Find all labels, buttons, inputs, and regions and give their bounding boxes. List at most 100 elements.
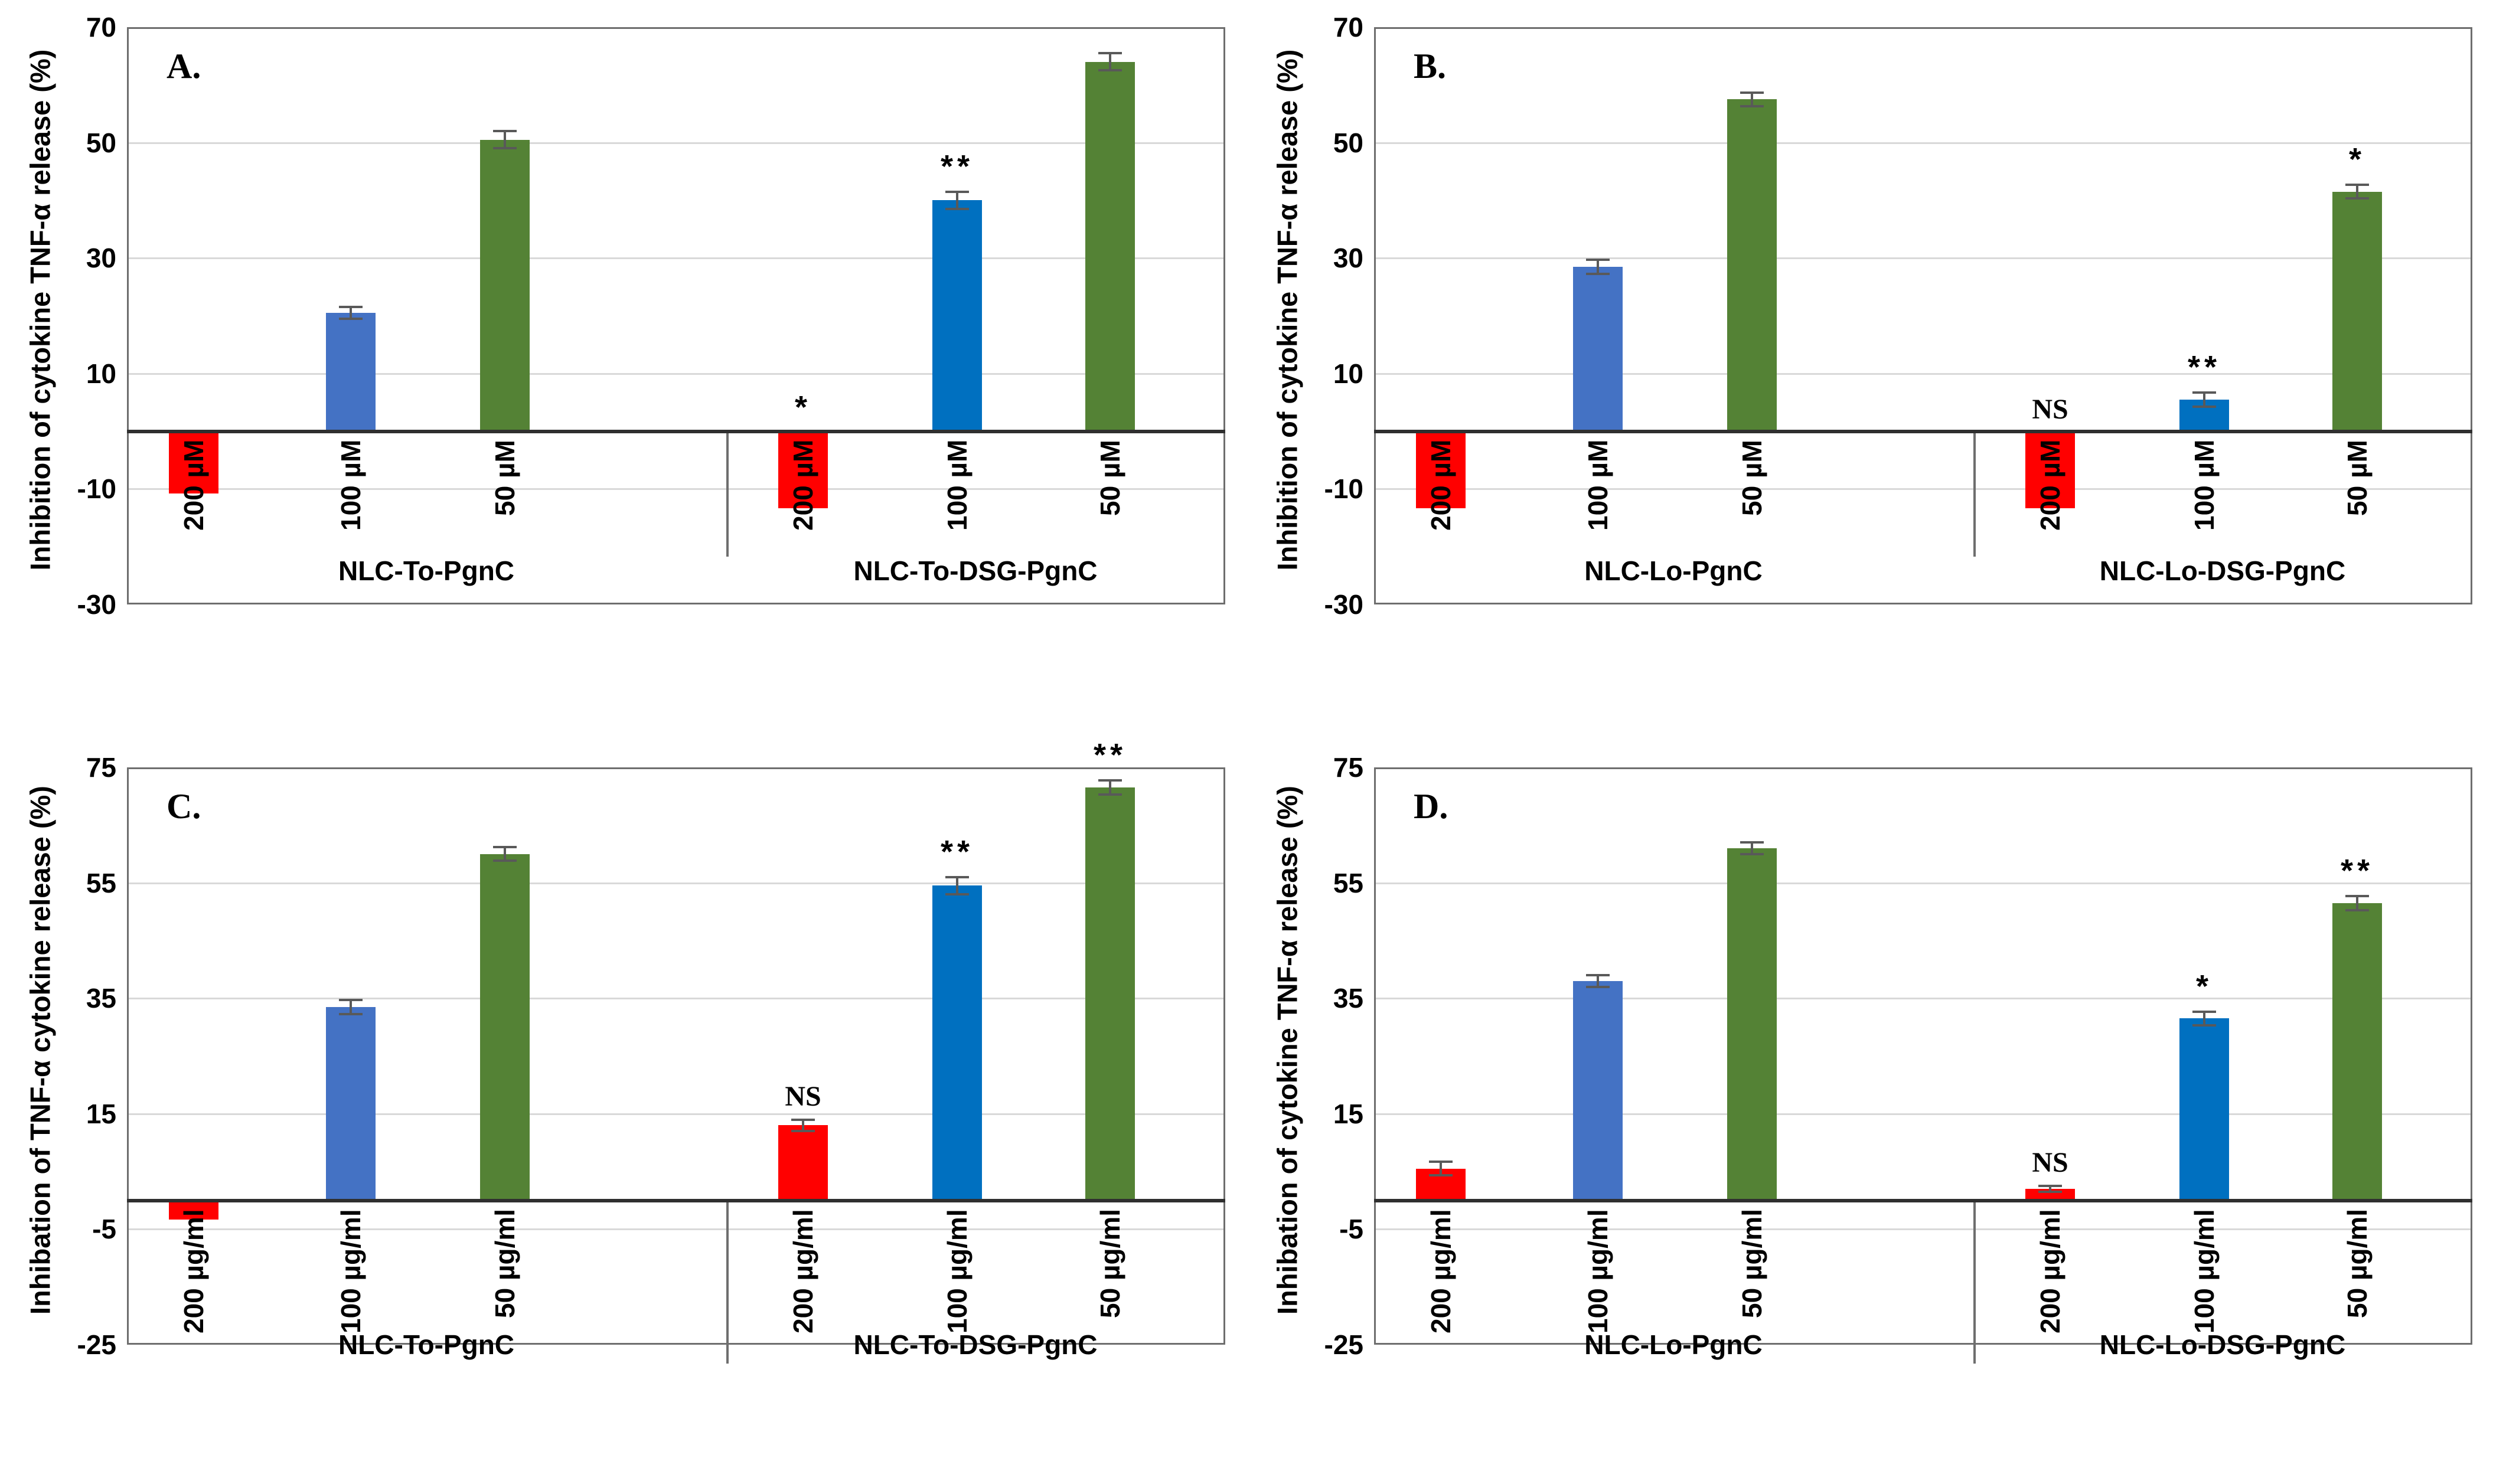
bar-category-label: 100 µM — [942, 439, 973, 531]
plot-area-border — [1374, 27, 2472, 604]
error-bar-cap — [2345, 183, 2369, 186]
error-bar-cap — [1740, 852, 1764, 855]
gridline — [1374, 372, 2472, 375]
gridline — [127, 488, 1225, 491]
gridline — [127, 882, 1225, 884]
error-bar-cap — [2192, 1010, 2216, 1013]
error-bar-line — [2203, 1011, 2205, 1026]
error-bar-cap — [1740, 841, 1764, 844]
y-axis-tick-label: -10 — [1324, 473, 1363, 505]
y-axis-tick-label: 50 — [1333, 127, 1363, 158]
error-bar-line — [2203, 393, 2205, 407]
gridline — [127, 257, 1225, 260]
group-separator-line — [726, 431, 729, 557]
bar-category-label: 50 µg/ml — [2342, 1208, 2373, 1318]
bar-category-label: 200 µM — [2035, 439, 2065, 531]
annotation-significance: ** — [1093, 737, 1127, 773]
plot-area-border — [127, 27, 1225, 604]
annotation-significance: ** — [2340, 853, 2374, 889]
annotation-significance: * — [2348, 141, 2366, 177]
y-axis-tick-label: 30 — [1333, 243, 1363, 274]
bar-200m — [778, 433, 828, 508]
y-axis-tick-label: -10 — [77, 473, 116, 505]
bar-100m — [1573, 266, 1623, 432]
annotation-significance: ** — [940, 833, 974, 870]
error-bar-cap — [791, 1118, 815, 1121]
bar-category-label: 50 µM — [2342, 439, 2373, 516]
error-bar-cap — [1098, 52, 1122, 54]
y-axis-tick-label: 55 — [86, 867, 116, 898]
gridline — [127, 998, 1225, 1000]
bar-category-label: 200 µg/ml — [2035, 1208, 2065, 1333]
gridline — [1374, 142, 2472, 144]
y-axis-tick-label: -30 — [77, 589, 116, 620]
group-label: NLC-To-DSG-PgnC — [853, 555, 1098, 586]
y-axis-tick-label: 30 — [86, 243, 116, 274]
bar-200m — [2025, 433, 2075, 508]
error-bar-line — [1751, 92, 1753, 106]
gridline — [127, 1228, 1225, 1231]
error-bar-cap — [1098, 69, 1122, 72]
gridline — [127, 372, 1225, 375]
bar-100gml — [932, 885, 982, 1201]
error-bar-cap — [1429, 1174, 1453, 1177]
panel-letter: B. — [1414, 47, 1447, 86]
bar-category-label: 100 µg/ml — [335, 1208, 366, 1333]
bar-100gml — [2179, 1018, 2229, 1201]
bar-50gml — [480, 854, 530, 1201]
error-bar-line — [1597, 975, 1599, 987]
error-bar-cap — [339, 999, 363, 1002]
error-bar-line — [350, 307, 352, 319]
panel-a: 70 50 30 10 -10 -30 Inhibition of cytokine TNF… — [18, 5, 1246, 745]
error-bar-cap — [493, 130, 517, 133]
y-axis-tick-label: 10 — [86, 358, 116, 389]
error-bar-cap — [2038, 1190, 2062, 1193]
bar-category-label: 100 µg/ml — [2189, 1208, 2220, 1333]
bar-category-label: 100 µM — [2189, 439, 2220, 531]
error-bar-cap — [2192, 391, 2216, 394]
y-axis-title: Inhibation of TNF-α cytokine release (%) — [24, 786, 56, 1315]
error-bar-cap — [1740, 91, 1764, 94]
error-bar-line — [956, 877, 958, 895]
group-label: NLC-To-DSG-PgnC — [853, 1329, 1098, 1360]
bar-200gml — [2025, 1188, 2075, 1201]
error-bar-line — [1109, 53, 1111, 71]
error-bar-cap — [1586, 974, 1610, 977]
error-bar-cap — [2038, 1185, 2062, 1188]
error-bar-line — [2356, 896, 2358, 910]
x-axis-zero-line — [1374, 1198, 2472, 1202]
y-axis-tick-label: -25 — [77, 1329, 116, 1360]
y-axis-tick-label: 15 — [1333, 1098, 1363, 1129]
gridline — [1374, 257, 2472, 260]
plot-area-border — [1374, 767, 2472, 1345]
error-bar-cap — [1586, 259, 1610, 262]
error-bar-cap — [1586, 272, 1610, 275]
gridline — [1374, 998, 2472, 1000]
bar-100m — [932, 200, 982, 432]
y-axis-tick-label: 75 — [86, 752, 116, 783]
bar-50m — [1727, 99, 1777, 432]
bar-category-label: 200 µM — [178, 439, 209, 531]
bar-200m — [169, 433, 218, 494]
gridline — [127, 142, 1225, 144]
gridline — [1374, 882, 2472, 884]
gridline — [1374, 488, 2472, 491]
error-bar-cap — [945, 208, 969, 211]
error-bar-cap — [339, 306, 363, 309]
error-bar-line — [1109, 780, 1111, 795]
bar-50m — [1085, 61, 1135, 432]
error-bar-line — [802, 1119, 804, 1132]
error-bar-cap — [493, 147, 517, 150]
error-bar-cap — [945, 190, 969, 193]
y-axis-tick-label: 55 — [1333, 867, 1363, 898]
annotation-significance: ** — [2187, 349, 2221, 385]
panel-b: 70 50 30 10 -10 -30 Inhibition of cytokine TNF… — [1265, 5, 2493, 745]
bar-category-label: 200 µg/ml — [788, 1208, 818, 1333]
panel-letter: A. — [167, 47, 201, 86]
bar-100gml — [1573, 980, 1623, 1201]
error-bar-cap — [2192, 1024, 2216, 1027]
bar-category-label: 100 µg/ml — [1582, 1208, 1613, 1333]
y-axis-tick-label: 15 — [86, 1098, 116, 1129]
error-bar-cap — [339, 1012, 363, 1015]
y-axis-tick-label: 50 — [86, 127, 116, 158]
